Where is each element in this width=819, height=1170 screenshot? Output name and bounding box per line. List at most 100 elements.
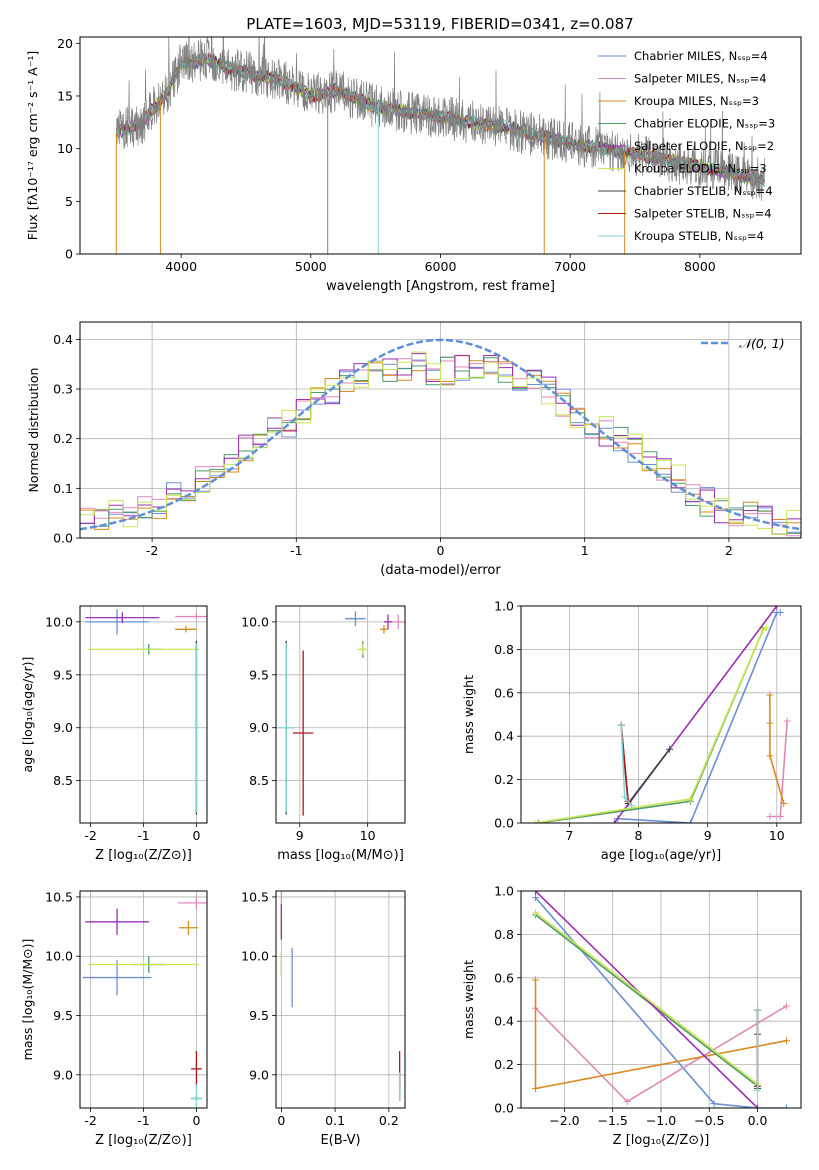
x-tick-label: 5000 bbox=[295, 259, 327, 274]
y-tick-label: 0.2 bbox=[53, 431, 73, 446]
x-tick-label: −1.5 bbox=[598, 1113, 628, 1128]
figure-title: PLATE=1603, MJD=53119, FIBERID=0341, z=0… bbox=[246, 15, 633, 33]
legend-label: Kroupa MILES, Nₛₛₚ=3 bbox=[634, 94, 759, 108]
x-tick-label: -2 bbox=[146, 543, 158, 558]
x-tick-label: 10 bbox=[360, 828, 376, 843]
y-tick-label: 10.0 bbox=[241, 614, 269, 629]
y-tick-label: 0.1 bbox=[53, 481, 73, 496]
y-tick-label: 10.0 bbox=[241, 949, 269, 964]
panel-residuals: -2 -1 0 1 2 0.0 0.1 0.2 0.3 0.4 (data-model)/error… bbox=[26, 321, 802, 578]
y-tick-label: 10 bbox=[57, 141, 73, 156]
x-tick-label: 1 bbox=[581, 543, 589, 558]
x-tick-label: 0 bbox=[437, 543, 445, 558]
y-tick-label: 9.5 bbox=[249, 1008, 269, 1023]
x-tick-label: 0.2 bbox=[379, 1113, 399, 1128]
x-tick-label: 0 bbox=[192, 828, 200, 843]
x-tick-label: 9 bbox=[704, 828, 712, 843]
y-tick-label: 1.0 bbox=[494, 884, 514, 899]
panel-age-vs-mass: 9 10 8.5 9.0 9.5 10.0 mass [log₁₀(M/M⊙)] bbox=[241, 605, 406, 863]
weight-line bbox=[538, 627, 764, 823]
x-axis-label: (data-model)/error bbox=[380, 563, 501, 578]
plot-area bbox=[276, 891, 405, 1108]
legend-label: 𝒩(0, 1) bbox=[739, 336, 785, 351]
plot-area bbox=[521, 606, 801, 823]
y-tick-label: 0.6 bbox=[494, 970, 514, 985]
y-tick-label: 9.0 bbox=[53, 1067, 73, 1082]
axes-frame bbox=[79, 36, 802, 255]
plot-area bbox=[276, 606, 405, 823]
x-tick-label: -1 bbox=[137, 1113, 149, 1128]
y-tick-label: 9.0 bbox=[249, 720, 269, 735]
legend-label: Salpeter MILES, Nₛₛₚ=4 bbox=[634, 72, 767, 86]
plot-area bbox=[80, 322, 801, 538]
y-tick-label: 0 bbox=[65, 247, 73, 262]
x-tick-label: -1 bbox=[290, 543, 302, 558]
plot-area bbox=[115, 37, 765, 254]
y-tick-label: 0.2 bbox=[494, 772, 514, 787]
weight-line bbox=[534, 891, 759, 1108]
axes-frame bbox=[79, 321, 802, 539]
y-tick-label: 9.5 bbox=[249, 667, 269, 682]
x-tick-label: 10 bbox=[769, 828, 785, 843]
y-axis-label: mass weight bbox=[461, 675, 476, 754]
weight-line bbox=[769, 720, 788, 818]
x-tick-label: 0.0 bbox=[748, 1113, 768, 1128]
legend-label: Chabrier STELIB, Nₛₛₚ=4 bbox=[634, 184, 773, 198]
legend-label: Kroupa ELODIE, Nₛₛₚ=3 bbox=[634, 162, 767, 176]
y-axis-label: mass weight bbox=[461, 960, 476, 1039]
y-tick-label: 0.2 bbox=[494, 1057, 514, 1072]
legend-label: Salpeter STELIB, Nₛₛₚ=4 bbox=[634, 207, 772, 221]
x-axis-label: mass [log₁₀(M/M⊙)] bbox=[277, 848, 404, 863]
x-tick-label: −1.0 bbox=[646, 1113, 676, 1128]
y-tick-label: 0.8 bbox=[494, 927, 514, 942]
x-axis-label: Z [log₁₀(Z/Z⊙)] bbox=[95, 1133, 192, 1148]
x-axis-label: wavelength [Angstrom, rest frame] bbox=[326, 279, 555, 294]
panel-spectrum: 4000 5000 6000 7000 8000 0 5 10 15 20 wavelength [… bbox=[25, 36, 802, 294]
plot-area bbox=[80, 891, 207, 1108]
y-tick-label: 0.0 bbox=[494, 816, 514, 831]
y-tick-label: 10.5 bbox=[241, 889, 269, 904]
weight-line bbox=[617, 611, 781, 823]
x-tick-label: −0.5 bbox=[694, 1113, 724, 1128]
x-tick-label: −2.0 bbox=[549, 1113, 579, 1128]
panel-weight-vs-age: 7 8 9 10 0.0 0.2 0.4 0.6 0.8 1.0 age [log₁₀(age/yr… bbox=[461, 599, 802, 863]
x-axis-label: Z [log₁₀(Z/Z⊙)] bbox=[613, 1133, 710, 1148]
legend-label: Kroupa STELIB, Nₛₛₚ=4 bbox=[634, 229, 764, 243]
y-axis-label: Normed distribution bbox=[26, 368, 41, 493]
weight-line bbox=[534, 896, 787, 1108]
weight-line bbox=[769, 695, 785, 804]
y-tick-label: 0.3 bbox=[53, 382, 73, 397]
histogram-step bbox=[80, 351, 801, 535]
y-tick-label: 20 bbox=[57, 36, 73, 51]
y-tick-label: 1.0 bbox=[494, 599, 514, 614]
observed-spectrum-line bbox=[116, 37, 765, 201]
panel-mass-vs-Z: -2 -1 0 9.0 9.5 10.0 10.5 Z [log₁₀(Z/Z⊙)] mass [… bbox=[20, 889, 208, 1148]
axes-frame bbox=[520, 605, 802, 824]
axes-frame bbox=[520, 890, 802, 1109]
y-axis-label: age [log₁₀(age/yr)] bbox=[20, 657, 35, 773]
legend-label: Salpeter ELODIE, Nₛₛₚ=2 bbox=[634, 139, 774, 153]
y-tick-label: 10.0 bbox=[45, 949, 73, 964]
panel-age-vs-Z: -2 -1 0 8.5 9.0 9.5 10.0 Z [log₁₀(Z/Z⊙)] age [lo… bbox=[20, 605, 208, 863]
x-axis-label: Z [log₁₀(Z/Z⊙)] bbox=[95, 848, 192, 863]
x-tick-label: 0.1 bbox=[325, 1113, 345, 1128]
x-tick-label: 8 bbox=[635, 828, 643, 843]
legend-label: Chabrier ELODIE, Nₛₛₚ=3 bbox=[634, 117, 775, 131]
plot-area bbox=[80, 606, 207, 823]
y-tick-label: 9.5 bbox=[53, 667, 73, 682]
y-tick-label: 8.5 bbox=[53, 773, 73, 788]
y-tick-label: 0.0 bbox=[53, 531, 73, 546]
x-tick-label: -2 bbox=[84, 1113, 96, 1128]
plot-area bbox=[521, 891, 801, 1108]
y-tick-label: 9.5 bbox=[53, 1008, 73, 1023]
y-axis-label: mass [log₁₀(M/M⊙)] bbox=[20, 939, 35, 1061]
x-axis-label: age [log₁₀(age/yr)] bbox=[601, 848, 722, 863]
x-tick-label: 7000 bbox=[554, 259, 586, 274]
legend: 𝒩(0, 1) bbox=[701, 336, 785, 351]
x-tick-label: 0 bbox=[277, 1113, 285, 1128]
panel-mass-vs-ebv: 0 0.1 0.2 9.0 9.5 10.0 10.5 E(B-V) bbox=[241, 889, 406, 1148]
y-tick-label: 9.0 bbox=[53, 720, 73, 735]
y-tick-label: 0.8 bbox=[494, 642, 514, 657]
